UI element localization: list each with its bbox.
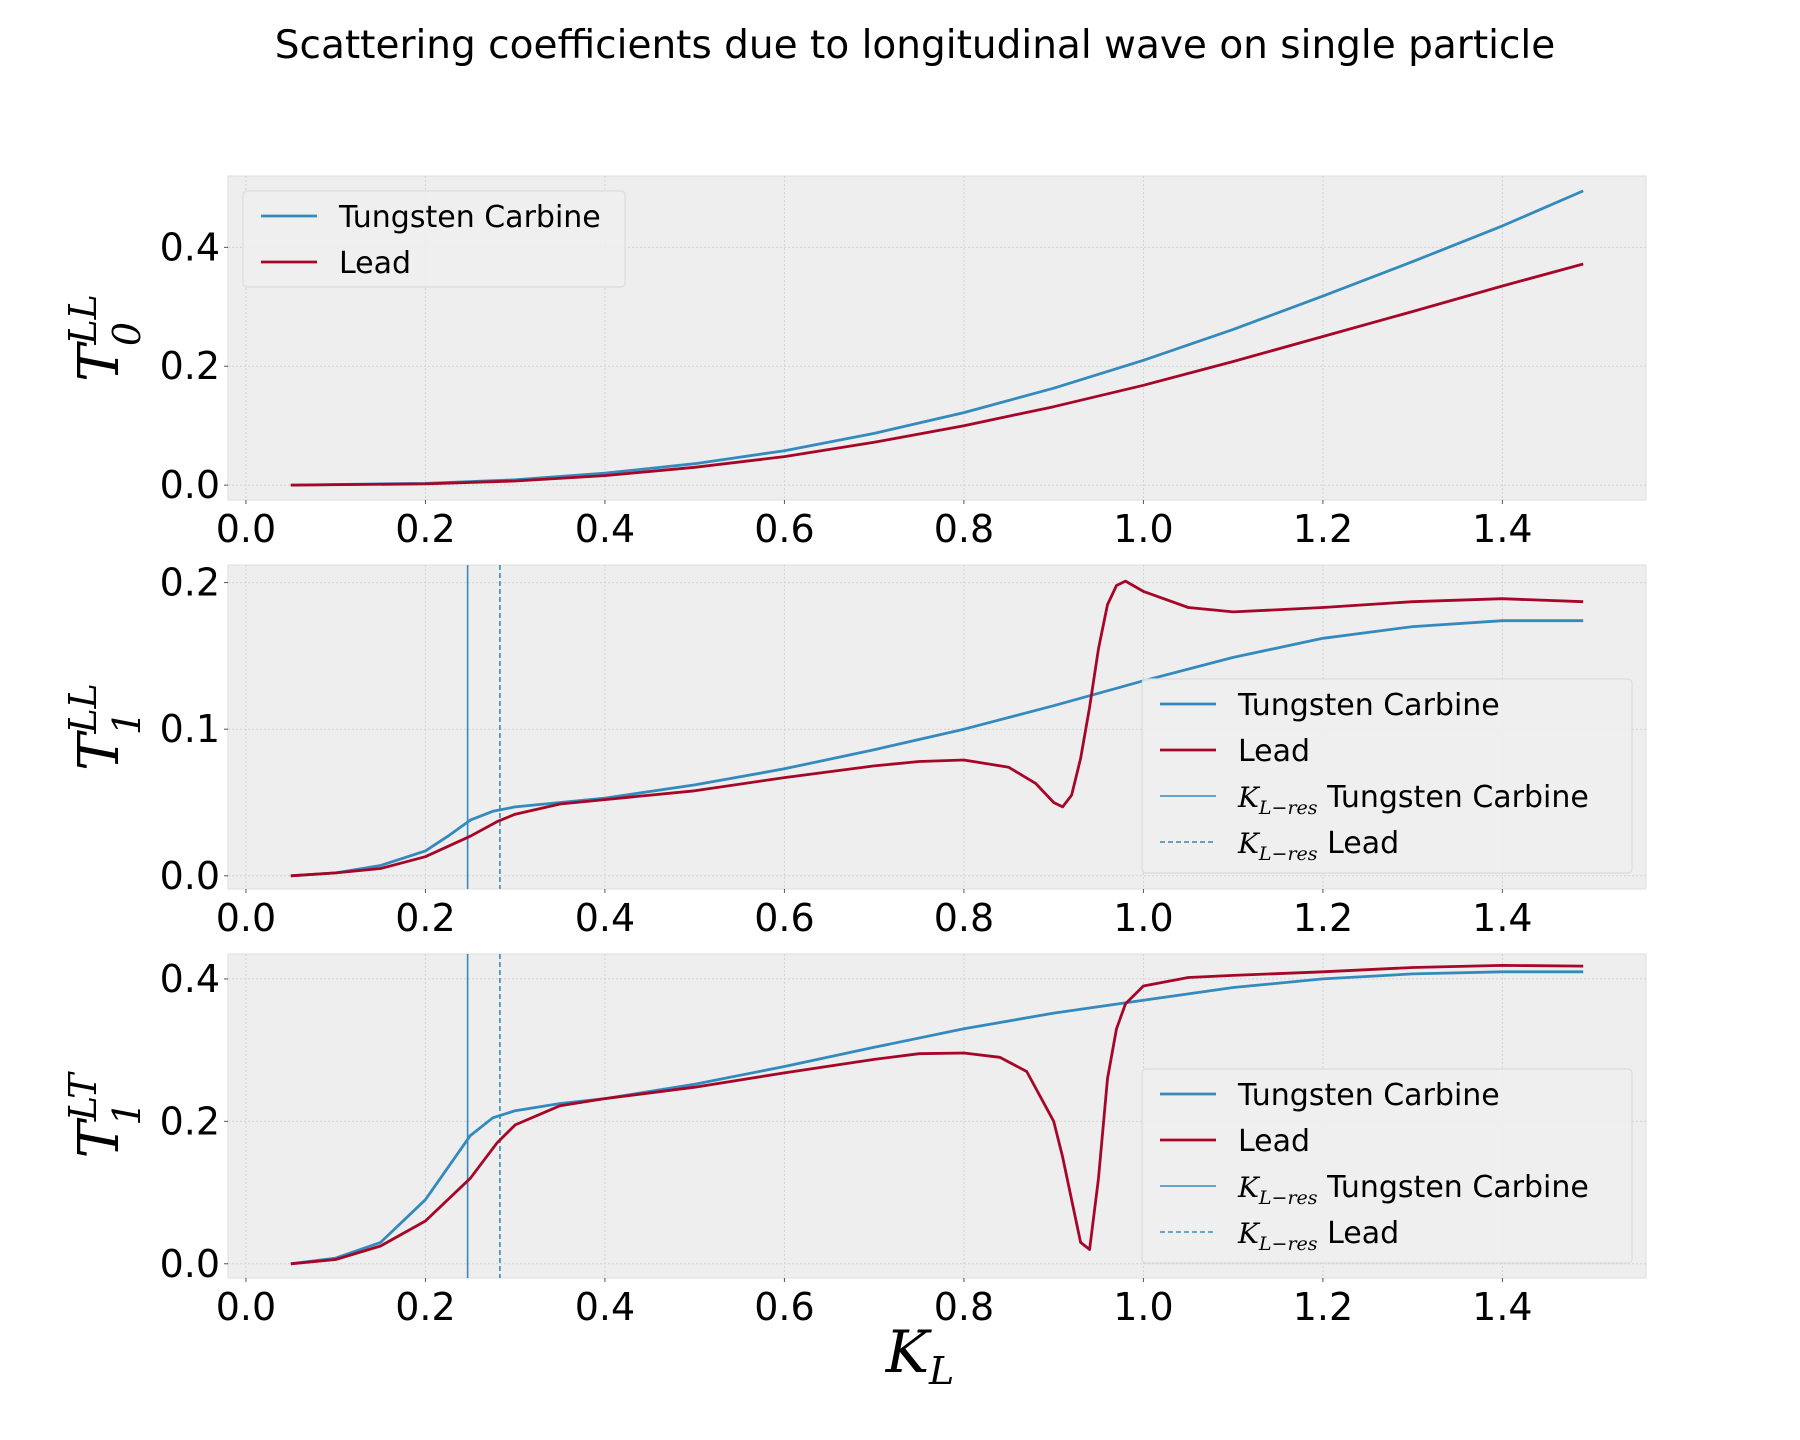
x-tick-label: 0.6: [754, 507, 814, 551]
y-tick-label: 0.4: [160, 957, 220, 1001]
x-tick-label: 0.8: [934, 896, 994, 940]
panel-1: 0.0 0.2 0.4 0.6 0.8 1.0 1.2 1.40.00.20.4TLL0Tun…: [61, 175, 1647, 551]
legend: Tungsten Carbine Lead KL−res Tungsten Carb…: [1141, 1068, 1633, 1264]
x-tick-label: 0.8: [934, 1285, 994, 1329]
y-axis-label: TLT1: [61, 1071, 149, 1158]
series-lead: [290, 579, 1584, 878]
legend-box: [1141, 1068, 1633, 1264]
legend-label: KL−res Lead: [1237, 1216, 1399, 1255]
legend: Tungsten Carbine Lead KL−res Tungsten Carb…: [1141, 678, 1633, 874]
legend-box: [1141, 678, 1633, 874]
x-tick-label: 0.4: [575, 896, 635, 940]
legend-label: Lead: [1238, 1124, 1310, 1159]
series-tungsten: [290, 970, 1584, 1266]
series-tungsten: [290, 189, 1584, 487]
x-tick-label: 1.4: [1472, 507, 1532, 551]
y-tick-label: 0.0: [160, 1242, 220, 1286]
x-tick-label: 1.4: [1472, 1285, 1532, 1329]
legend-label: Tungsten Carbine: [1237, 1078, 1500, 1113]
y-tick-label: 0.4: [160, 225, 220, 269]
y-tick-label: 0.2: [160, 1099, 220, 1143]
x-tick-label: 0.0: [216, 896, 276, 940]
x-tick-label: 1.0: [1113, 896, 1173, 940]
x-tick-label: 0.2: [395, 507, 455, 551]
x-tick-label: 0.8: [934, 507, 994, 551]
legend-label: Lead: [1238, 734, 1310, 769]
y-tick-label: 0.0: [160, 854, 220, 898]
x-tick-label: 0.2: [395, 896, 455, 940]
legend-label: KL−res Tungsten Carbine: [1237, 1170, 1589, 1209]
x-tick-label: 1.2: [1293, 896, 1353, 940]
x-tick-label: 0.0: [216, 507, 276, 551]
x-tick-label: 1.2: [1293, 507, 1353, 551]
legend-label: KL−res Tungsten Carbine: [1237, 780, 1589, 819]
legend-label: KL−res Lead: [1237, 826, 1399, 865]
y-axis-label: TLL0: [61, 294, 149, 382]
legend-label: Tungsten Carbine: [1237, 688, 1500, 723]
y-axis-label: TLL1: [61, 683, 149, 771]
legend: Tungsten Carbine Lead: [242, 190, 626, 288]
x-tick-label: 1.0: [1113, 507, 1173, 551]
legend-label: Tungsten Carbine: [338, 200, 601, 235]
y-tick-label: 0.2: [160, 561, 220, 605]
legend-box: [242, 190, 626, 288]
y-tick-label: 0.1: [160, 707, 220, 751]
panel-2: 0.0 0.2 0.4 0.6 0.8 1.0 1.2 1.4 0.0 0.1 0.2 TLL1 Tun…: [61, 561, 1647, 940]
legend-label: Lead: [339, 246, 411, 281]
x-axis-label: KL: [885, 1318, 955, 1393]
y-tick-label: 0.0: [160, 463, 220, 507]
x-tick-label: 0.4: [575, 507, 635, 551]
x-tick-label: 1.2: [1293, 1285, 1353, 1329]
series-lead: [290, 964, 1584, 1266]
x-tick-label: 1.0: [1113, 1285, 1173, 1329]
series-tungsten: [290, 619, 1584, 878]
x-tick-label: 0.4: [575, 1285, 635, 1329]
x-tick-label: 0.0: [216, 1285, 276, 1329]
y-tick-label: 0.2: [160, 344, 220, 388]
x-tick-label: 0.6: [754, 896, 814, 940]
x-tick-label: 1.4: [1472, 896, 1532, 940]
x-tick-label: 0.2: [395, 1285, 455, 1329]
x-tick-label: 0.6: [754, 1285, 814, 1329]
figure-title: Scattering coefficients due to longitudi…: [275, 23, 1555, 68]
series-lead: [290, 262, 1584, 487]
panel-3: 0.0 0.2 0.4 0.6 0.8 1.0 1.2 1.4 0.0 0.2 0.4 TLT1 Tun…: [61, 953, 1647, 1393]
